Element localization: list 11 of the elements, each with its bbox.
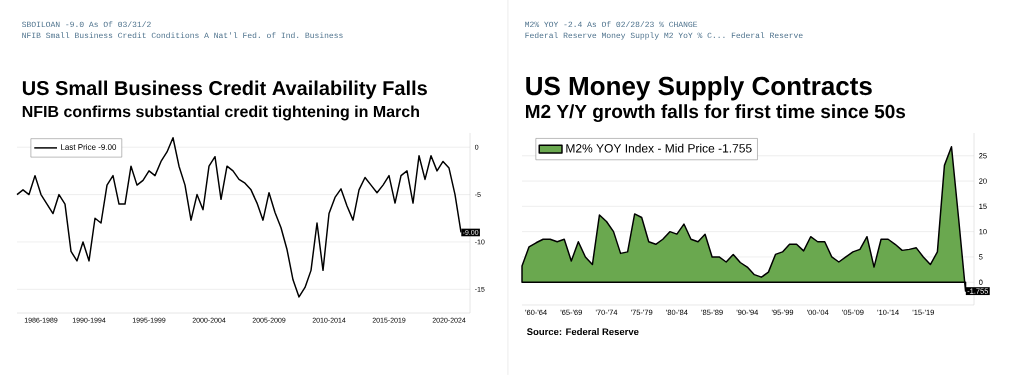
text: M2% YOY -2.4 As Of 02/28/23 % CHANGE [525,21,698,28]
text: Federal Reserve Money Supply M2 YoY % C... Federal Reserve [525,32,803,40]
text: NFIB Small Business Credit Conditions A Nat'l Fed. of Ind. Business [22,32,343,39]
chart-title: US Small Business Credit Availability Falls [22,80,427,100]
legend-label: M2% YOY Index - Mid Price -1.755 [566,143,752,153]
text: SBOILOAN -9.0 As Of 03/31/2 [22,21,151,28]
legend-label: Last Price -9.00 [61,143,117,150]
chart-subtitle: NFIB confirms substantial credit tightening in March [22,105,419,121]
chart-subtitle: M2 Y/Y growth falls for first time since 50s [525,104,906,123]
source-note: Source: Federal Reserve [526,328,639,336]
chart-title: US Money Supply Contracts [526,76,872,101]
